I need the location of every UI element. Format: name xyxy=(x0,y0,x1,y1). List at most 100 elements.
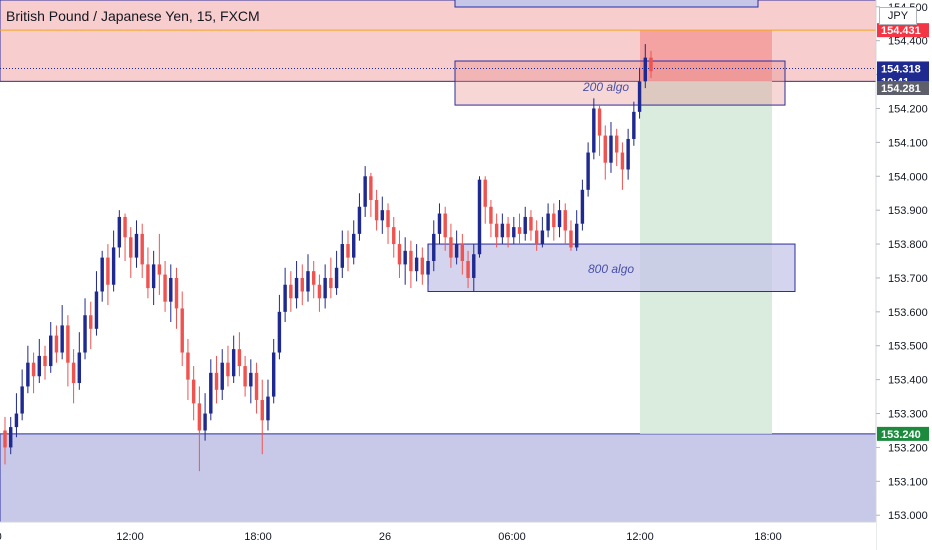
candle xyxy=(123,213,127,261)
candle-body xyxy=(294,277,299,299)
currency-label[interactable]: JPY xyxy=(879,7,917,25)
candle xyxy=(37,338,42,384)
candle xyxy=(483,176,487,224)
candle xyxy=(380,196,385,234)
candle xyxy=(409,240,413,289)
candle-body xyxy=(117,216,122,248)
candle-body xyxy=(26,362,30,387)
candle xyxy=(294,261,299,309)
candle-body xyxy=(494,223,499,238)
candle xyxy=(454,230,459,265)
candle-body xyxy=(546,213,550,231)
candle xyxy=(609,122,613,173)
candle xyxy=(100,250,104,302)
candle xyxy=(60,305,64,360)
price-tick-label: 154.100 xyxy=(888,137,928,149)
candle xyxy=(71,349,76,404)
candle xyxy=(151,250,156,306)
candle-body xyxy=(191,379,196,404)
price-tick-label: 153.400 xyxy=(888,375,928,387)
candle xyxy=(226,345,230,387)
candle xyxy=(157,233,162,295)
price-tick-label: 153.800 xyxy=(888,239,928,251)
candle-body xyxy=(380,210,385,221)
candle xyxy=(620,142,625,190)
candle-body xyxy=(574,223,579,248)
candle xyxy=(557,199,562,238)
candle xyxy=(597,105,602,156)
candle-body xyxy=(483,179,487,207)
candle-body xyxy=(54,335,59,353)
candle-body xyxy=(609,135,613,163)
candle xyxy=(329,257,333,299)
candle xyxy=(83,298,87,360)
candle-body xyxy=(374,199,379,221)
candle xyxy=(437,203,442,245)
candle-body xyxy=(20,386,24,414)
candle xyxy=(191,366,196,421)
candle xyxy=(89,301,93,350)
candle-body xyxy=(580,189,585,224)
candle-body xyxy=(157,264,162,275)
candle-body xyxy=(426,261,430,275)
candle xyxy=(20,369,24,421)
candle-body xyxy=(620,152,625,170)
candle-body xyxy=(209,372,213,414)
zones-layer xyxy=(0,0,877,524)
candle-body xyxy=(403,250,407,265)
candle-body xyxy=(60,325,64,353)
candle-body xyxy=(174,277,179,309)
candle-body xyxy=(506,223,510,238)
candle-body xyxy=(89,315,93,329)
candle-body xyxy=(477,179,482,255)
candle-body xyxy=(186,352,190,380)
candle-body xyxy=(466,261,470,278)
price-tick-label: 153.500 xyxy=(888,341,928,353)
candle xyxy=(271,338,276,404)
candle-body xyxy=(140,233,144,265)
candle xyxy=(43,345,47,380)
candle-body xyxy=(254,372,259,400)
candle-body xyxy=(197,403,202,431)
candle-body xyxy=(311,271,316,285)
candle xyxy=(66,315,70,387)
candle xyxy=(494,213,499,248)
candle xyxy=(3,416,7,465)
candle xyxy=(300,264,304,306)
candle xyxy=(523,206,527,241)
zone-label: 800 algo xyxy=(588,262,634,276)
price-axis[interactable]: 154.500154.400154.300154.200154.100154.0… xyxy=(875,0,932,550)
candle xyxy=(106,244,110,306)
candle-body xyxy=(31,362,36,377)
candle xyxy=(186,338,190,400)
candle-body xyxy=(134,233,139,258)
time-axis[interactable]: 06:00 12:00 18:00 26 06:00 12:00 18:00 xyxy=(0,521,876,550)
price-tick-label: 153.100 xyxy=(888,476,928,488)
candle-body xyxy=(277,311,282,353)
zone-label: 200 algo xyxy=(582,80,629,94)
candle-body xyxy=(449,237,453,258)
price-badge xyxy=(877,81,929,96)
candle xyxy=(414,244,419,282)
price-badge-label: 154.431 xyxy=(881,25,921,37)
candle xyxy=(334,250,339,295)
candle-body xyxy=(414,257,419,272)
candle xyxy=(214,355,219,404)
stop-loss-area xyxy=(640,30,772,82)
candle xyxy=(632,101,636,146)
candle xyxy=(180,291,184,367)
candle xyxy=(174,267,179,329)
candle xyxy=(249,359,253,404)
candle xyxy=(146,247,150,299)
candle xyxy=(374,189,379,231)
candle-body xyxy=(214,372,219,390)
candle-body xyxy=(271,352,276,397)
candle-body xyxy=(357,206,362,234)
candle xyxy=(306,254,310,302)
chart-title: British Pound / Japanese Yen, 15, FXCM xyxy=(6,8,260,24)
candle-body xyxy=(169,277,173,302)
candle-body xyxy=(534,230,539,245)
candle-body xyxy=(249,372,253,387)
candle xyxy=(614,128,619,167)
